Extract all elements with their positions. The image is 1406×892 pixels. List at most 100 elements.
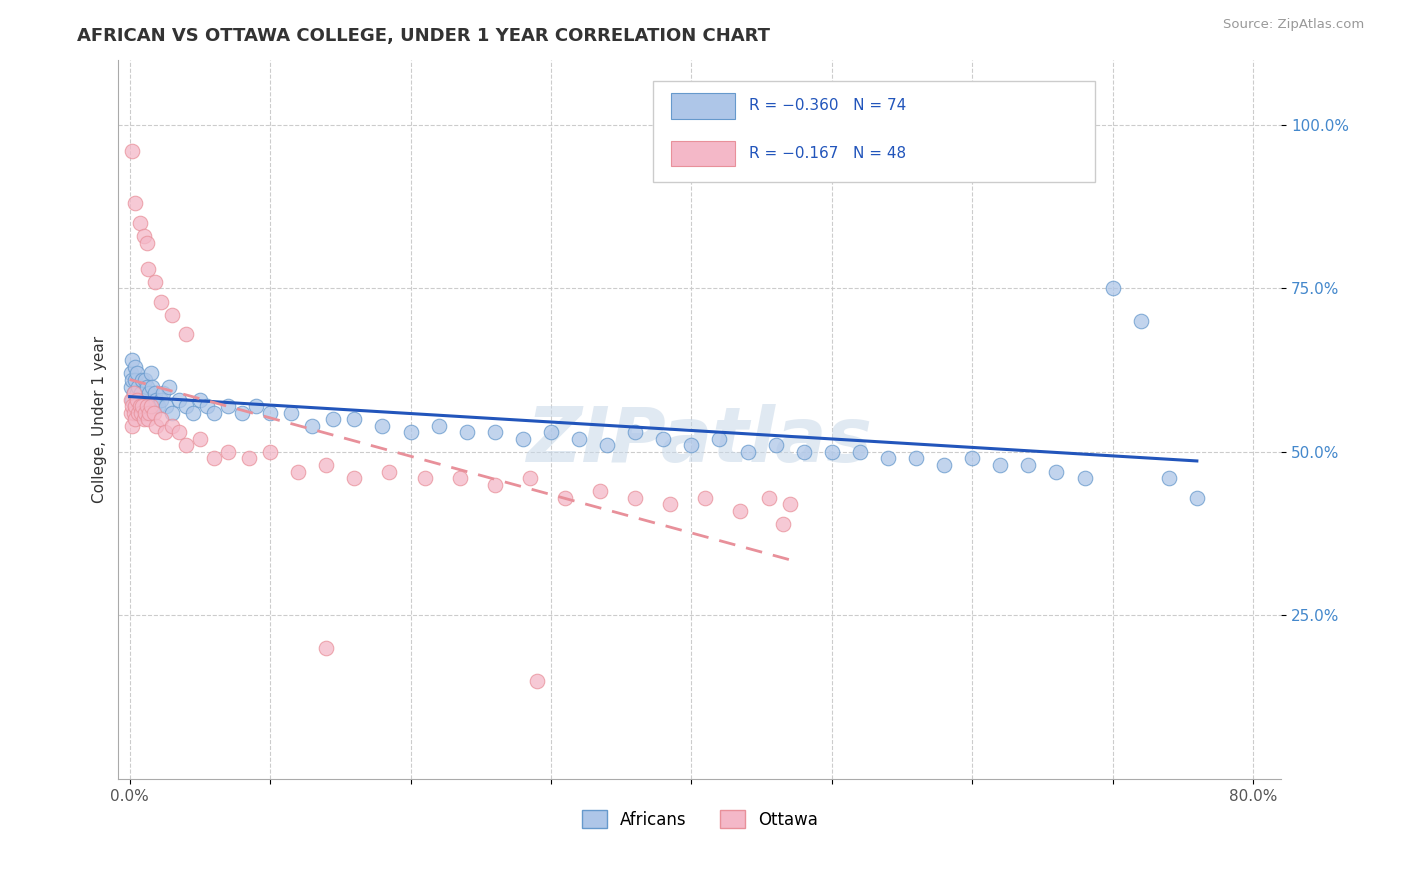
Point [167,425,190,440]
Point [174,399,197,413]
Point [120,379,142,393]
Point [128,399,150,413]
Point [624,491,647,505]
Point [259,406,281,420]
Point [217,445,239,459]
Y-axis label: College, Under 1 year: College, Under 1 year [93,335,107,503]
Point [765,438,787,452]
Point [152,386,174,401]
Point [121,399,143,413]
Point [131,373,153,387]
Point [157,379,180,393]
Point [195,399,218,413]
Point [737,445,759,459]
Point [301,418,323,433]
Point [160,308,183,322]
Point [149,294,172,309]
Point [540,425,562,440]
Point [988,458,1011,472]
FancyBboxPatch shape [671,141,735,166]
Point [124,373,146,387]
Point [141,379,163,393]
Point [259,445,281,459]
Point [413,471,436,485]
Point [135,379,157,393]
Point [122,386,145,401]
Point [124,412,146,426]
Point [149,412,172,426]
Point [129,406,152,420]
Point [138,406,160,420]
Point [188,392,211,407]
Point [155,399,177,413]
Point [456,425,478,440]
Point [484,425,506,440]
Point [134,406,156,420]
Point [772,516,794,531]
Point [681,438,703,452]
Point [129,386,152,401]
Point [484,477,506,491]
Point [1073,471,1095,485]
Point [139,399,162,413]
Point [136,412,159,426]
Point [245,399,267,413]
Point [124,359,146,374]
Point [427,418,450,433]
Point [121,373,143,387]
Point [932,458,955,472]
Text: Source: ZipAtlas.com: Source: ZipAtlas.com [1223,18,1364,31]
Point [779,497,801,511]
Point [849,445,872,459]
Point [378,465,401,479]
Point [188,432,211,446]
Point [124,196,146,211]
Point [659,497,682,511]
Point [121,418,143,433]
Point [526,673,548,688]
Point [1017,458,1039,472]
Point [280,406,302,420]
Point [793,445,815,459]
Point [181,406,204,420]
Point [217,399,239,413]
Point [128,399,150,413]
Point [202,451,225,466]
Point [174,438,197,452]
Point [145,418,167,433]
Point [1101,281,1123,295]
Point [160,406,183,420]
Point [315,641,337,656]
Point [125,367,148,381]
Point [142,399,165,413]
Point [167,392,190,407]
Point [202,406,225,420]
Point [343,471,366,485]
Point [145,392,167,407]
Point [519,471,541,485]
Point [132,229,155,244]
Point [905,451,928,466]
Point [146,399,169,413]
Point [399,425,422,440]
Point [121,392,143,407]
Point [343,412,366,426]
Point [709,432,731,446]
Point [136,399,159,413]
Point [124,399,146,413]
Point [120,367,142,381]
Point [758,491,780,505]
Point [238,451,260,466]
Point [127,379,149,393]
Point [174,327,197,342]
Point [624,425,647,440]
Point [132,392,155,407]
FancyBboxPatch shape [671,94,735,119]
Point [128,216,150,230]
Text: AFRICAN VS OTTAWA COLLEGE, UNDER 1 YEAR CORRELATION CHART: AFRICAN VS OTTAWA COLLEGE, UNDER 1 YEAR … [77,27,770,45]
Point [131,399,153,413]
Point [121,144,143,158]
Point [121,353,143,368]
Point [554,491,576,505]
Point [135,399,157,413]
